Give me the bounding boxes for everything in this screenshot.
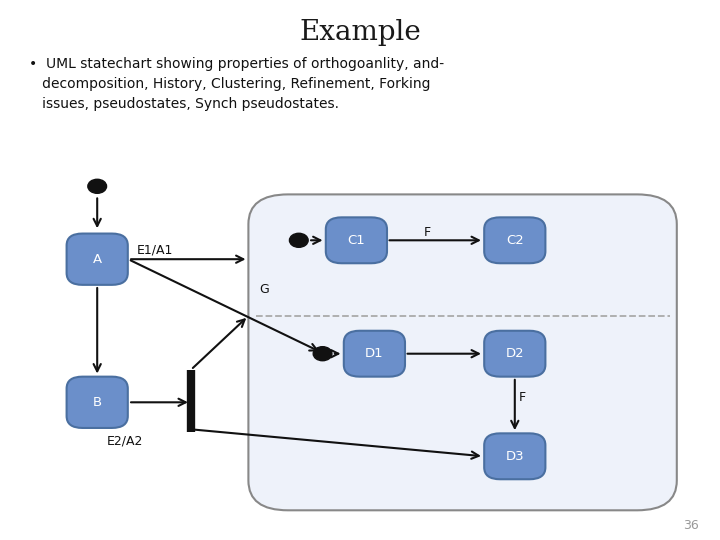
Text: •  UML statechart showing properties of orthogoanlity, and-: • UML statechart showing properties of o… xyxy=(29,57,444,71)
Circle shape xyxy=(289,233,308,247)
Text: Example: Example xyxy=(299,19,421,46)
Text: D3: D3 xyxy=(505,450,524,463)
Text: decomposition, History, Clustering, Refinement, Forking: decomposition, History, Clustering, Refi… xyxy=(29,77,431,91)
FancyBboxPatch shape xyxy=(248,194,677,510)
Circle shape xyxy=(313,347,332,361)
Text: F: F xyxy=(518,391,526,404)
FancyBboxPatch shape xyxy=(66,233,128,285)
Text: C2: C2 xyxy=(506,234,523,247)
Text: C1: C1 xyxy=(348,234,365,247)
FancyBboxPatch shape xyxy=(344,330,405,377)
FancyBboxPatch shape xyxy=(325,217,387,263)
Text: D1: D1 xyxy=(365,347,384,360)
Text: issues, pseudostates, Synch pseudostates.: issues, pseudostates, Synch pseudostates… xyxy=(29,97,339,111)
Text: B: B xyxy=(93,396,102,409)
Text: 36: 36 xyxy=(683,519,698,532)
Text: G: G xyxy=(259,283,269,296)
FancyBboxPatch shape xyxy=(66,377,128,428)
Text: E1/A1: E1/A1 xyxy=(137,244,174,256)
Text: A: A xyxy=(93,253,102,266)
FancyBboxPatch shape xyxy=(484,217,546,263)
Text: D2: D2 xyxy=(505,347,524,360)
Circle shape xyxy=(88,179,107,193)
Text: F: F xyxy=(423,226,431,239)
FancyBboxPatch shape xyxy=(484,433,546,480)
Text: E2/A2: E2/A2 xyxy=(107,435,143,448)
FancyBboxPatch shape xyxy=(484,330,546,377)
